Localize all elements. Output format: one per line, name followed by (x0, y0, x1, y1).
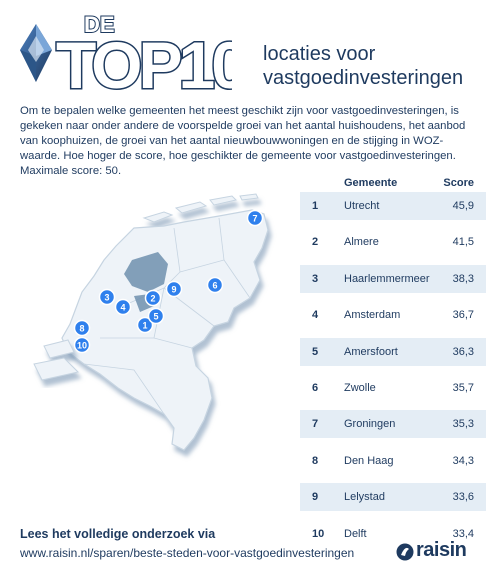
table-row: 4 Amsterdam 36,7 (300, 301, 486, 329)
zeeland-islands (33, 339, 79, 381)
rank-cell: 4 (312, 309, 319, 322)
rank-cell: 9 (312, 491, 319, 504)
headline-line-1: locaties voor (263, 43, 376, 65)
score-cell: 36,3 (452, 345, 474, 358)
svg-text:8: 8 (79, 324, 84, 334)
map-pin-2[interactable]: 2 (144, 289, 162, 307)
svg-text:4: 4 (120, 303, 125, 313)
score-cell: 34,3 (452, 454, 474, 467)
rank-cell: 8 (312, 454, 319, 467)
rank-cell: 10 (312, 527, 325, 540)
column-header-score: Score (443, 177, 474, 189)
score-cell: 41,5 (452, 236, 474, 249)
rank-cell: 7 (312, 418, 319, 431)
score-cell: 33,6 (452, 491, 474, 504)
rank-cell: 2 (312, 236, 319, 249)
svg-text:2: 2 (150, 294, 155, 304)
table-row: 2 Almere 41,5 (300, 228, 486, 256)
table-row: 10 Delft 33,4 (300, 520, 486, 548)
raisin-logo-icon (396, 543, 414, 561)
svg-text:7: 7 (252, 214, 257, 224)
svg-text:6: 6 (212, 281, 217, 291)
land-mass (61, 209, 269, 451)
svg-text:10: 10 (77, 341, 87, 351)
map-pin-1[interactable]: 1 (136, 316, 154, 334)
gemeente-cell: Zwolle (344, 381, 376, 394)
svg-text:3: 3 (104, 293, 109, 303)
headline: locaties voor vastgoedinvesteringen (263, 42, 463, 90)
diamond-icon (20, 24, 52, 82)
rank-cell: 3 (312, 272, 319, 285)
score-cell: 35,7 (452, 381, 474, 394)
map-pins: 1 2 3 4 5 6 7 8 9 10 (73, 209, 264, 354)
logo-small-text: DE (84, 12, 115, 37)
map-pin-6[interactable]: 6 (206, 276, 224, 294)
gemeente-cell: Almere (344, 236, 379, 249)
top10-logo: DE TOP10 (20, 11, 232, 98)
map-pin-4[interactable]: 4 (114, 298, 132, 316)
gemeente-cell: Amersfoort (344, 345, 398, 358)
svg-text:9: 9 (171, 285, 176, 295)
map-pin-5[interactable]: 5 (147, 307, 165, 325)
raisin-brand[interactable]: raisin (396, 539, 486, 565)
footer-url-link[interactable]: www.raisin.nl/sparen/beste-steden-voor-v… (20, 546, 355, 560)
map-pin-10[interactable]: 10 (73, 336, 91, 354)
table-row: 3 Haarlemmermeer 38,3 (300, 264, 486, 293)
column-header-gemeente: Gemeente (344, 177, 398, 189)
svg-text:5: 5 (153, 312, 158, 322)
score-cell: 38,3 (452, 272, 474, 285)
footer-label: Lees het volledige onderzoek via (20, 527, 216, 541)
rank-cell: 5 (312, 345, 319, 358)
gemeente-cell: Delft (344, 527, 367, 540)
gemeente-cell: Haarlemmermeer (344, 272, 430, 285)
table-row: 8 Den Haag 34,3 (300, 447, 486, 475)
raisin-brand-text: raisin (416, 539, 467, 561)
map-pin-9[interactable]: 9 (165, 280, 183, 298)
gemeente-cell: Utrecht (344, 200, 380, 212)
table-row: 9 Lelystad 33,6 (300, 483, 486, 512)
score-cell: 35,3 (452, 418, 474, 431)
logo-big-text: TOP10 (56, 28, 232, 98)
table-row: 5 Amersfoort 36,3 (300, 337, 486, 366)
intro-paragraph: Om te bepalen welke gemeenten het meest … (20, 105, 466, 177)
gemeente-cell: Amsterdam (344, 309, 401, 322)
gemeente-cell: Groningen (344, 418, 396, 431)
map-pin-3[interactable]: 3 (98, 288, 116, 306)
table-row: 6 Zwolle 35,7 (300, 374, 486, 402)
rank-cell: 6 (312, 381, 319, 394)
score-cell: 33,4 (452, 527, 474, 540)
score-cell: 36,7 (452, 309, 474, 322)
map-pin-8[interactable]: 8 (73, 319, 91, 337)
score-cell: 45,9 (452, 200, 474, 212)
map-pin-7[interactable]: 7 (246, 209, 264, 227)
wadden-islands (142, 193, 259, 223)
gemeente-cell: Den Haag (344, 454, 394, 467)
headline-line-2: vastgoedinvesteringen (263, 67, 464, 89)
rank-cell: 1 (312, 200, 319, 212)
svg-text:1: 1 (142, 321, 147, 331)
ijsselmeer (124, 252, 168, 292)
gemeente-cell: Lelystad (344, 491, 385, 504)
netherlands-map: 1 2 3 4 5 6 7 8 9 10 (33, 193, 269, 451)
ranking-table: Gemeente Score 1 Utrecht 45,9 2 Almere 41,5 3 H… (300, 176, 486, 556)
table-row: 1 Utrecht 45,9 (300, 192, 486, 220)
table-header: Gemeente Score (300, 176, 486, 192)
table-row: 7 Groningen 35,3 (300, 410, 486, 439)
